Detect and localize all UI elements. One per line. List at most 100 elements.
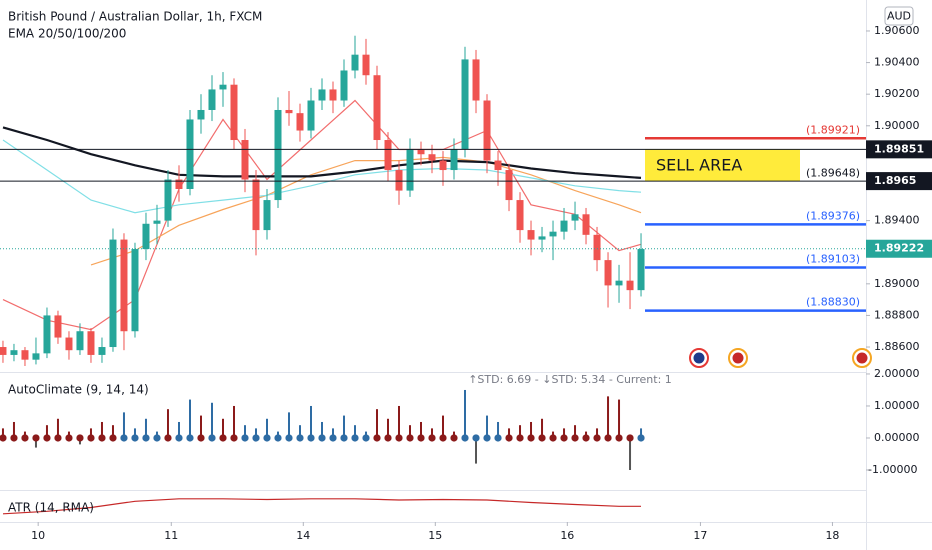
candle-body <box>516 200 524 231</box>
level-label: (1.89103) <box>806 253 860 266</box>
candle-body <box>120 239 128 332</box>
zero-dot <box>32 434 40 442</box>
candle-body <box>131 249 139 332</box>
candle-body <box>417 149 425 155</box>
zero-dot <box>527 434 535 442</box>
zero-dot <box>208 434 216 442</box>
y-tick-label: 1.89000 <box>874 277 920 290</box>
zero-dot <box>450 434 458 442</box>
x-tick-label: 17 <box>693 529 707 542</box>
zero-dot <box>549 434 557 442</box>
zero-dot <box>373 434 381 442</box>
candle-body <box>329 89 337 101</box>
zero-dot <box>164 434 172 442</box>
price-box-label: 1.8965 <box>874 174 916 187</box>
zero-dot <box>87 434 95 442</box>
y-tick-label: -1.00000 <box>868 463 917 476</box>
zero-dot <box>538 434 546 442</box>
level-label: (1.89921) <box>806 123 860 136</box>
zero-dot <box>0 434 7 442</box>
zero-dot <box>10 434 18 442</box>
zero-dot <box>142 434 150 442</box>
candle-body <box>505 170 513 201</box>
zero-dot <box>153 434 161 442</box>
y-tick-label: 1.00000 <box>874 399 920 412</box>
candle-body <box>296 113 304 131</box>
zero-dot <box>615 434 623 442</box>
y-tick-label: 1.90600 <box>874 24 920 37</box>
zero-dot <box>230 434 238 442</box>
y-tick-label: 1.88800 <box>874 308 920 321</box>
y-tick-label: 1.88600 <box>874 340 920 353</box>
chart-title: British Pound / Australian Dollar, 1h, F… <box>8 10 262 24</box>
zero-dot <box>318 434 326 442</box>
candle-body <box>362 54 370 76</box>
zero-dot <box>131 434 139 442</box>
zero-dot <box>109 434 117 442</box>
candle-body <box>582 214 590 235</box>
level-label: (1.89376) <box>806 209 860 222</box>
y-tick-label: 1.90200 <box>874 87 920 100</box>
indicator-status: ↑STD: 6.69 - ↓STD: 5.34 - Current: 1 <box>468 373 672 386</box>
candle-body <box>32 353 40 360</box>
zero-dot <box>307 434 315 442</box>
candle-body <box>483 100 491 161</box>
candle-body <box>626 280 634 291</box>
zero-dot <box>428 434 436 442</box>
x-tick-label: 18 <box>825 529 839 542</box>
x-tick-label: 10 <box>31 529 45 542</box>
zero-dot <box>626 434 634 442</box>
candle-body <box>318 89 326 101</box>
zero-dot <box>197 434 205 442</box>
candle-body <box>219 84 227 90</box>
indicator-title: AutoClimate (9, 14, 14) <box>8 383 149 397</box>
zero-dot <box>98 434 106 442</box>
currency-box[interactable] <box>884 6 914 26</box>
candle-body <box>98 347 106 355</box>
zero-dot <box>175 434 183 442</box>
zero-dot <box>241 434 249 442</box>
x-tick-label: 15 <box>428 529 442 542</box>
candle-body <box>10 350 18 355</box>
candle-body <box>263 200 271 231</box>
zero-dot <box>604 434 612 442</box>
zero-dot <box>274 434 282 442</box>
zero-dot <box>384 434 392 442</box>
sell-area <box>645 149 800 182</box>
price-box <box>866 172 932 191</box>
candle-body <box>208 89 216 110</box>
y-tick-label: 0.00000 <box>874 431 920 444</box>
level-label: (1.89648) <box>806 166 860 179</box>
x-tick-label: 16 <box>560 529 574 542</box>
candle-body <box>439 160 447 171</box>
ema-line <box>90 156 642 266</box>
candle-body <box>274 109 282 201</box>
candle-body <box>373 75 381 141</box>
sell-area-label: SELL AREA <box>656 156 742 175</box>
price-box-label: 1.89851 <box>874 142 924 155</box>
x-tick-label: 14 <box>296 529 310 542</box>
candle-body <box>175 179 183 190</box>
candle-body <box>230 84 238 141</box>
zero-dot <box>43 434 51 442</box>
candle-body <box>428 154 436 161</box>
candle-body <box>307 100 315 131</box>
zero-dot <box>120 434 128 442</box>
candle-body <box>65 337 73 351</box>
zero-dot <box>571 434 579 442</box>
zero-dot <box>461 434 469 442</box>
last-price-box <box>866 239 932 258</box>
y-tick-label: 2.00000 <box>874 367 920 380</box>
zero-dot <box>494 434 502 442</box>
candle-body <box>87 331 95 355</box>
ema-line <box>2 126 642 179</box>
zero-dot <box>593 434 601 442</box>
zero-dot <box>76 434 84 442</box>
candle-body <box>54 315 62 338</box>
candle-body <box>593 234 601 261</box>
zero-dot <box>406 434 414 442</box>
candle-body <box>197 109 205 120</box>
y-tick-label: 1.90000 <box>874 119 920 132</box>
candle-body <box>153 220 161 224</box>
